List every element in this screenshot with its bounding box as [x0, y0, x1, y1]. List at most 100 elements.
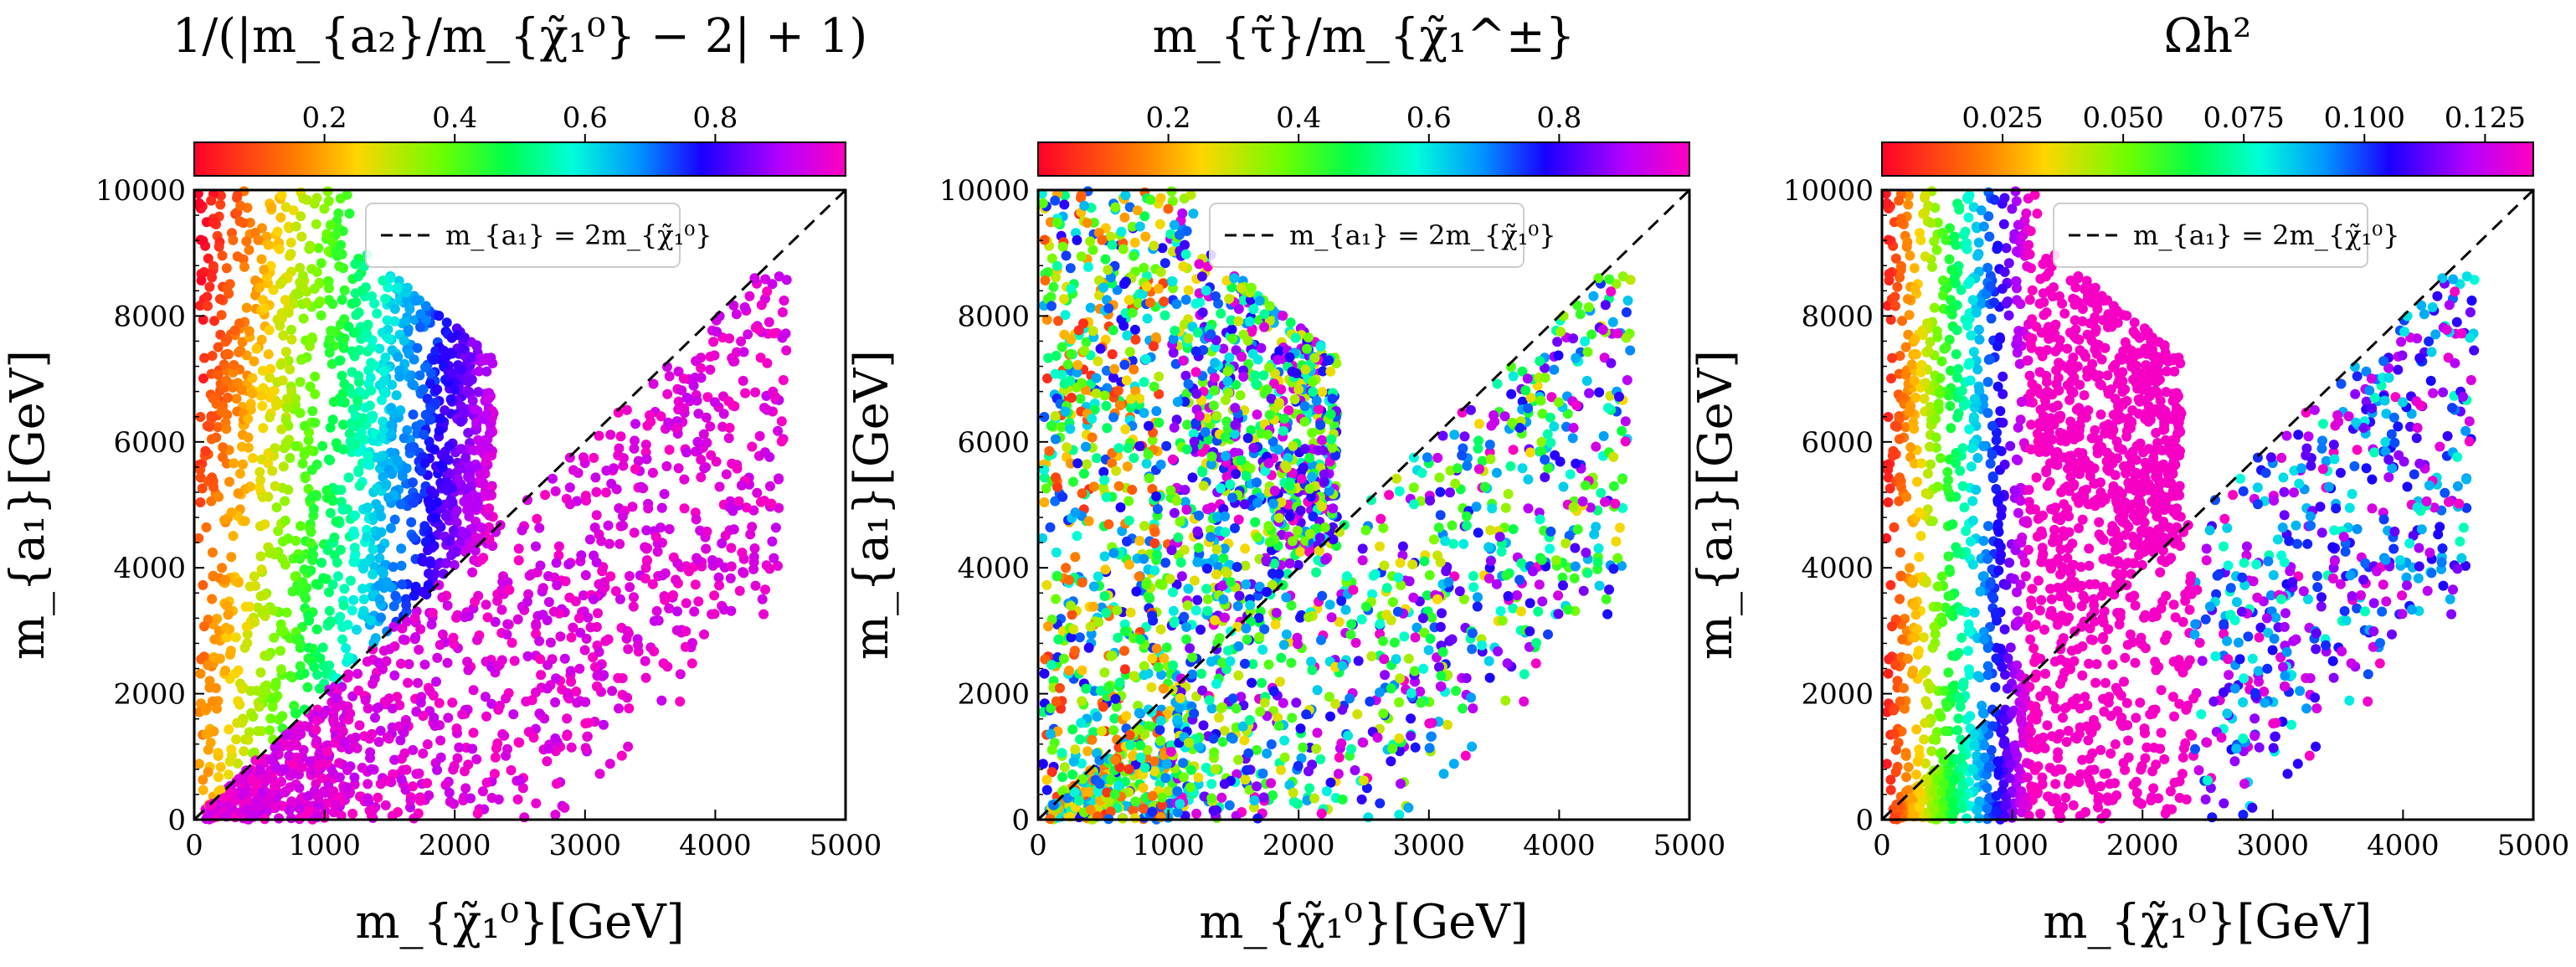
scatter-point [337, 634, 348, 645]
scatter-point [204, 281, 215, 292]
scatter-point [1399, 631, 1410, 642]
scatter-point [618, 520, 628, 531]
scatter-point [460, 483, 471, 494]
scatter-point [1325, 777, 1336, 788]
scatter-point [398, 634, 409, 645]
scatter-point [1122, 461, 1133, 472]
scatter-point [327, 299, 338, 310]
scatter-point [460, 766, 470, 777]
scatter-point [774, 474, 784, 485]
scatter-point [1523, 503, 1534, 514]
scatter-point [1244, 316, 1255, 327]
scatter-point [1209, 385, 1220, 396]
scatter-point [420, 537, 431, 548]
scatter-point [368, 569, 378, 580]
scatter-point [1533, 606, 1544, 617]
scatter-point [1375, 687, 1385, 697]
scatter-point [434, 311, 445, 321]
scatter-point [1050, 411, 1061, 421]
scatter-point [381, 479, 392, 490]
scatter-point [1220, 450, 1231, 461]
scatter-point [1139, 670, 1149, 681]
scatter-point [1103, 303, 1114, 314]
scatter-point [1581, 548, 1591, 558]
scatter-point [1375, 619, 1386, 630]
scatter-point [673, 366, 684, 377]
scatter-point [1295, 547, 1306, 558]
scatter-point [1360, 601, 1371, 612]
scatter-point [543, 743, 554, 754]
scatter-point [460, 612, 470, 623]
scatter-point [222, 334, 233, 345]
scatter-point [309, 661, 320, 672]
scatter-point [1356, 794, 1367, 805]
scatter-point [1125, 607, 1136, 618]
scatter-point [1594, 387, 1605, 398]
scatter-point [1108, 725, 1119, 736]
scatter-point [414, 645, 424, 655]
scatter-point [1387, 743, 1398, 754]
scatter-point [266, 693, 277, 704]
scatter-point [338, 444, 348, 455]
scatter-point [1041, 774, 1052, 785]
scatter-point [1122, 536, 1132, 547]
scatter-point [1231, 703, 1242, 714]
scatter-point [468, 685, 479, 696]
scatter-point [1308, 511, 1319, 522]
scatter-point [280, 295, 291, 306]
scatter-point [1211, 678, 1221, 689]
scatter-point [583, 612, 594, 623]
scatter-point [1543, 463, 1554, 474]
scatter-point [378, 376, 389, 387]
scatter-point [229, 795, 240, 806]
scatter-point [280, 515, 291, 526]
scatter-point [414, 370, 425, 381]
scatter-point [207, 594, 218, 604]
scatter-point [1118, 321, 1129, 331]
scatter-point [224, 476, 234, 487]
scatter-point [1138, 783, 1149, 793]
scatter-point [1263, 521, 1274, 532]
scatter-point [1497, 615, 1508, 626]
scatter-point [1248, 304, 1259, 315]
scatter-point [362, 793, 373, 804]
scatter-point [592, 671, 603, 682]
scatter-point [643, 503, 654, 514]
scatter-point [255, 551, 266, 562]
scatter-point [457, 709, 468, 720]
scatter-point [295, 670, 306, 681]
scatter-point [770, 391, 780, 402]
scatter-point [534, 708, 545, 719]
scatter-point [1155, 193, 1166, 203]
scatter-point [1107, 349, 1118, 360]
scatter-point [335, 544, 346, 555]
scatter-point [1108, 548, 1119, 558]
scatter-point [337, 295, 347, 305]
scatter-point [1586, 329, 1597, 340]
scatter-point [1278, 311, 1288, 321]
scatter-point [1312, 728, 1323, 738]
scatter-point [321, 485, 332, 496]
colorbar-title: m_{τ̃}/m_{χ̃₁^±} [1153, 9, 1576, 64]
scatter-point [328, 397, 339, 407]
scatter-point [1437, 608, 1447, 619]
scatter-point [440, 511, 451, 522]
scatter-point [1225, 479, 1236, 490]
scatter-point [1453, 463, 1463, 474]
scatter-point [1523, 474, 1534, 485]
scatter-point [1606, 286, 1617, 297]
scatter-point [1098, 702, 1108, 712]
scatter-point [297, 281, 308, 292]
scatter-point [422, 778, 433, 789]
scatter-point [1582, 347, 1593, 357]
scatter-point [1266, 739, 1277, 749]
scatter-point [356, 427, 367, 438]
scatter-point [324, 660, 335, 671]
scatter-point [1183, 378, 1194, 389]
scatter-point [352, 668, 363, 679]
scatter-point [283, 307, 294, 318]
scatter-point [291, 752, 302, 763]
scatter-point [254, 702, 265, 712]
scatter-point [1503, 591, 1514, 601]
scatter-point [1291, 697, 1302, 708]
